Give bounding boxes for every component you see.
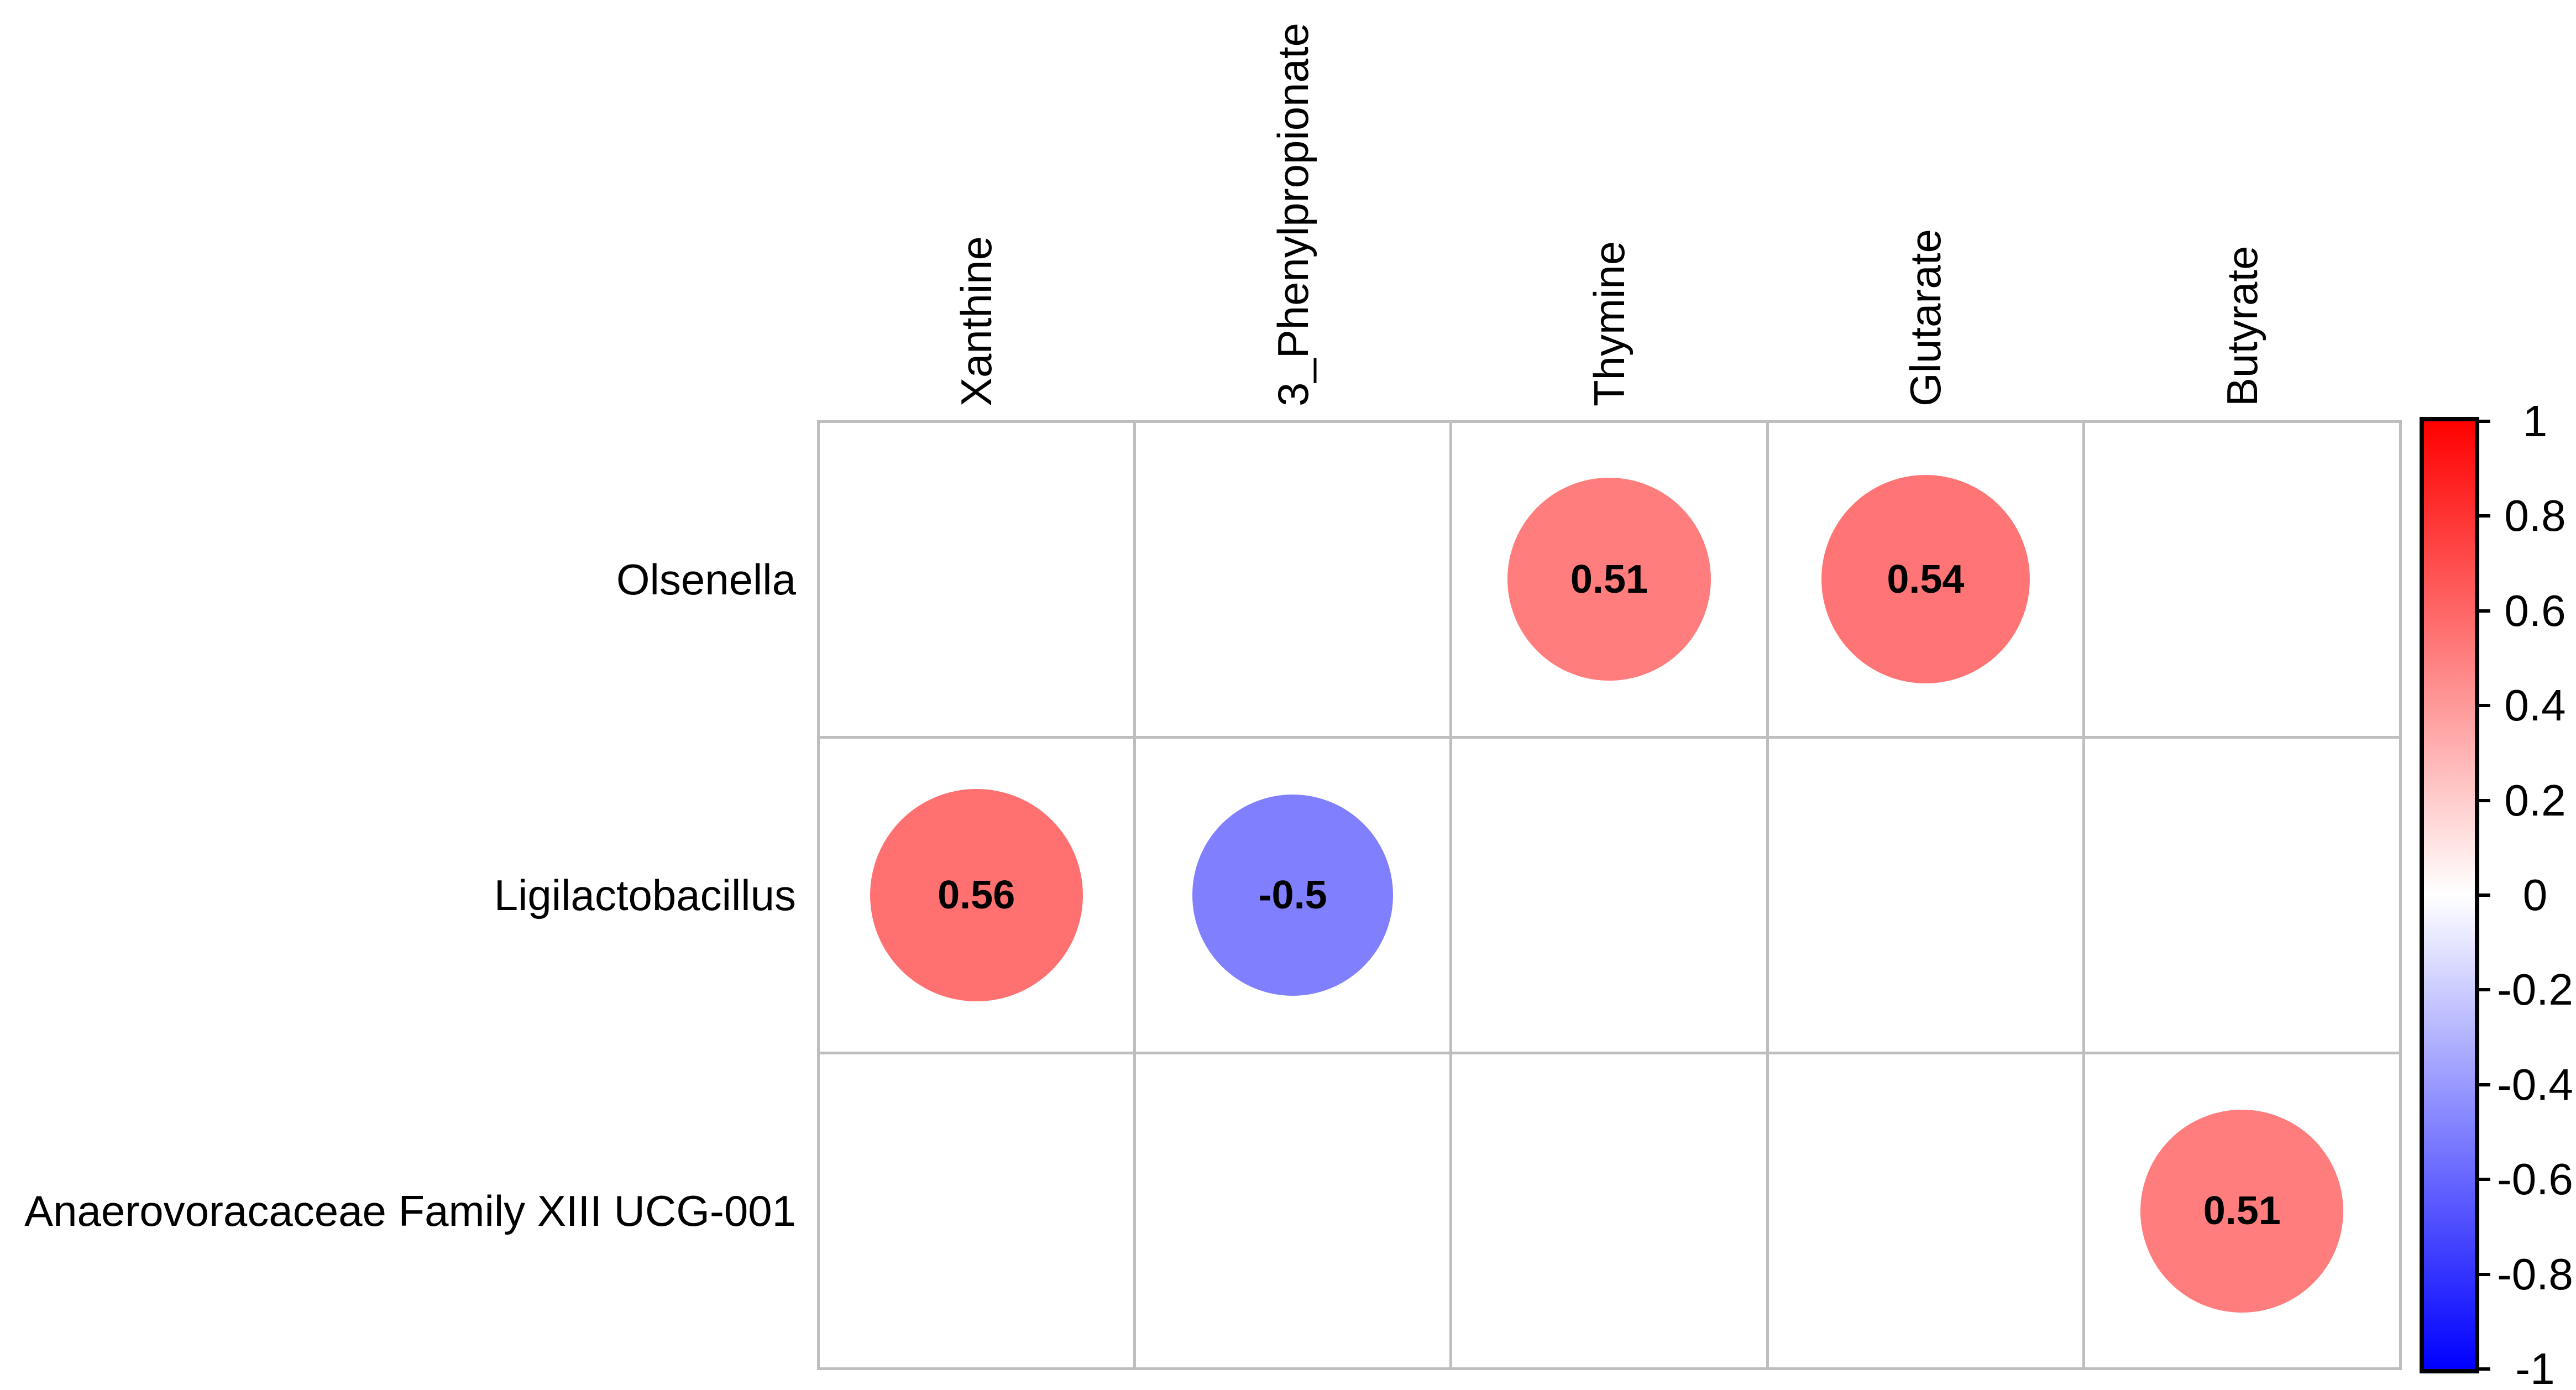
colorbar-tick bbox=[2478, 988, 2490, 992]
colorbar-tick bbox=[2478, 1272, 2490, 1276]
colorbar-tick-label: 0 bbox=[2522, 870, 2548, 919]
colorbar-tick-label: 0.2 bbox=[2504, 775, 2566, 825]
colorbar-tick-label: -0.4 bbox=[2497, 1059, 2573, 1109]
colorbar-tick bbox=[2478, 798, 2490, 802]
colorbar-tick bbox=[2478, 704, 2490, 708]
correlation-value: 0.51 bbox=[1570, 557, 1648, 602]
colorbar-tick bbox=[2478, 420, 2490, 423]
grid-border bbox=[816, 420, 2402, 1371]
colorbar-tick-label: 0.8 bbox=[2504, 491, 2566, 541]
grid-line-horizontal bbox=[818, 1052, 2400, 1055]
grid-line-vertical bbox=[1766, 421, 1769, 1369]
correlation-value: 0.51 bbox=[2203, 1189, 2281, 1234]
correlation-value: 0.56 bbox=[938, 872, 1015, 917]
colorbar-tick bbox=[2478, 1367, 2490, 1371]
colorbar-tick bbox=[2478, 1083, 2490, 1086]
correlation-value: 0.54 bbox=[1887, 557, 1965, 602]
correlation-circle: 0.54 bbox=[1821, 474, 2030, 684]
column-label: Xanthine bbox=[952, 236, 1001, 406]
colorbar-tick bbox=[2478, 514, 2490, 518]
colorbar-tick-label: 0.4 bbox=[2504, 681, 2566, 730]
colorbar-tick-label: 0.6 bbox=[2504, 586, 2566, 635]
column-label: Butyrate bbox=[2217, 245, 2266, 406]
correlation-circle: 0.51 bbox=[2140, 1109, 2344, 1313]
grid-line-vertical bbox=[2082, 421, 2086, 1369]
colorbar-gradient bbox=[2420, 417, 2479, 1373]
colorbar-tick-label: -0.6 bbox=[2497, 1154, 2573, 1204]
correlation-circle: 0.56 bbox=[870, 788, 1083, 1002]
correlation-circle: 0.51 bbox=[1507, 478, 1711, 681]
correlation-circle: -0.5 bbox=[1192, 795, 1394, 996]
row-label: Olsenella bbox=[616, 555, 796, 604]
colorbar-tick bbox=[2478, 893, 2490, 897]
colorbar-tick-label: 1 bbox=[2522, 396, 2548, 446]
column-label: Glutarate bbox=[1901, 229, 1950, 406]
column-label: Thymine bbox=[1585, 241, 1633, 406]
colorbar-tick-label: -1 bbox=[2515, 1344, 2555, 1390]
grid-line-vertical bbox=[1133, 421, 1136, 1369]
correlation-value: -0.5 bbox=[1258, 872, 1327, 917]
colorbar-tick bbox=[2478, 609, 2490, 613]
colorbar-tick-label: -0.8 bbox=[2497, 1249, 2573, 1299]
row-label: Ligilactobacillus bbox=[494, 870, 796, 919]
column-label: 3_Phenylpropionate bbox=[1268, 23, 1317, 406]
grid-line-horizontal bbox=[818, 735, 2400, 739]
colorbar-tick-label: -0.2 bbox=[2497, 965, 2573, 1015]
colorbar-tick bbox=[2478, 1178, 2490, 1182]
grid-line-vertical bbox=[1449, 421, 1453, 1369]
row-label: Anaerovoracaceae Family XIII UCG-001 bbox=[24, 1187, 796, 1236]
